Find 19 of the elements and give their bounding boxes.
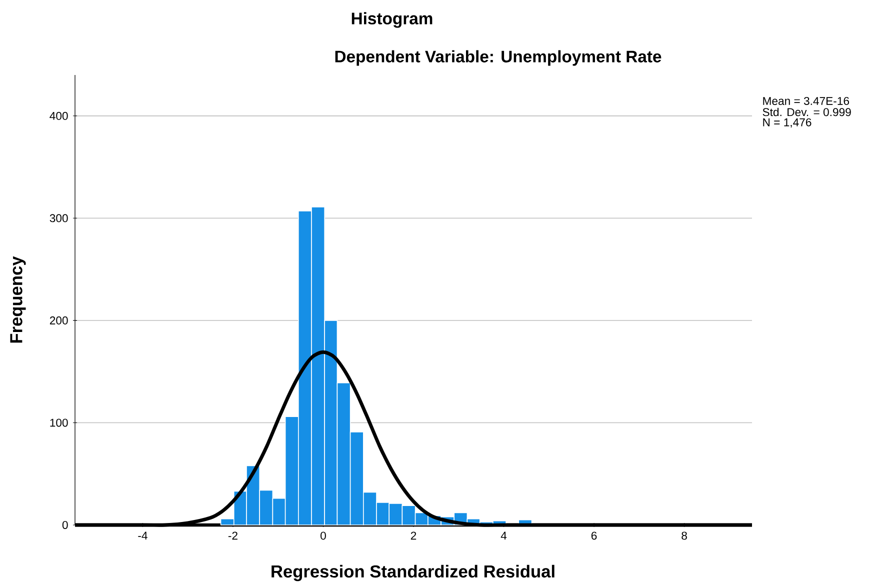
text: Std. Dev. = 0.999	[762, 108, 851, 116]
y-tick-label: 200	[50, 316, 68, 324]
y-tick-label: 400	[50, 112, 68, 120]
y-tick-label: 100	[50, 418, 68, 427]
y-tick-label: 0	[62, 520, 68, 529]
y-tick-label: 300	[50, 214, 68, 222]
text: N = 1,476	[763, 118, 812, 128]
x-axis-title: Regression Standardized Residual	[272, 564, 554, 582]
chart-title: Histogram	[352, 12, 432, 28]
chart-subtitle: Dependent Variable: Unemployment Rate	[335, 50, 662, 66]
x-tick-label: 8	[682, 532, 687, 540]
x-tick-label: 0	[320, 532, 326, 540]
x-tick-label: 4	[500, 532, 507, 540]
y-axis-title: Frequency	[10, 256, 26, 343]
text: Mean = 3.47E-16	[763, 96, 850, 105]
x-tick-label: -2	[228, 532, 238, 540]
x-tick-label: 2	[410, 532, 416, 540]
x-tick-label: -4	[138, 532, 148, 540]
x-tick-label: 6	[591, 532, 597, 540]
